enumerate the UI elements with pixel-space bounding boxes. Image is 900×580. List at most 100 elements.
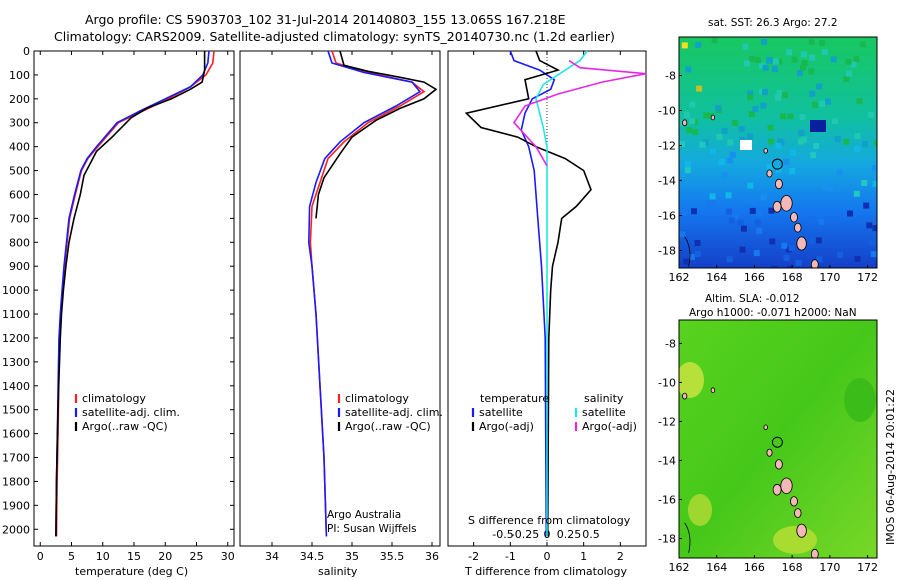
argo-float-marker	[771, 158, 783, 170]
island	[780, 195, 793, 212]
sst-pixel	[854, 256, 861, 262]
sst-pixel	[790, 149, 796, 156]
sst-pixel	[768, 207, 775, 214]
sst-map-panel: sat. SST: 26.3 Argo: 27.2 162 164 166 168 17…	[658, 17, 878, 284]
sla-field	[679, 320, 877, 558]
series-line-temperature-argo-adj-	[464, 50, 592, 537]
sst-pixel	[853, 56, 860, 63]
sst-pixel	[836, 169, 843, 176]
sla-islands	[682, 387, 819, 558]
legend-label: climatology	[82, 392, 146, 405]
lon-tick-label: 168	[782, 561, 803, 574]
legend-label: satellite	[582, 406, 626, 419]
depth-tick-label: 2000	[2, 523, 30, 536]
sst-pixel	[801, 60, 808, 66]
sst-pixel	[815, 237, 822, 244]
figure-title-line1: Argo profile: CS 5903703_102 31-Jul-2014…	[85, 12, 566, 27]
sst-pixel	[789, 168, 796, 174]
sst-pixel	[766, 163, 773, 170]
sst-pixel	[747, 94, 754, 101]
sst-pixel	[780, 113, 786, 120]
lat-tick-label: -14	[658, 175, 676, 188]
salinity-tick-labels: 34 34.5 35 35.5 36	[265, 51, 439, 563]
s-difference-tick-labels: -0.5-0.25 0 0.25 0.5	[492, 528, 599, 541]
sst-pixel	[783, 254, 790, 261]
lon-tick-label: 162	[669, 271, 690, 284]
lat-tick-label: -12	[658, 140, 676, 153]
sst-pixel	[689, 118, 696, 125]
sst-pixel	[846, 70, 852, 77]
s-diff-tick-label: -0.25	[511, 528, 539, 541]
lon-tick-label: 166	[744, 561, 765, 574]
island	[794, 222, 802, 233]
sst-pixel	[832, 118, 838, 125]
sst-pixel	[716, 133, 723, 140]
lat-tick-label: -12	[658, 415, 676, 428]
x-tick-label: 35	[345, 550, 359, 563]
island	[810, 259, 819, 268]
sst-pixel	[825, 98, 831, 105]
sst-pixel	[753, 250, 760, 257]
sst-pixel	[830, 56, 837, 63]
sst-pixel	[726, 256, 733, 263]
sst-pixel	[872, 225, 877, 232]
sst-pixel	[843, 138, 850, 145]
s-diff-tick-label: 0.25	[557, 528, 582, 541]
figure-title-line2: Climatology: CARS2009. Satellite-adjuste…	[54, 29, 615, 44]
depth-tick-label: 700	[9, 212, 30, 225]
sst-pixel	[822, 183, 828, 190]
sst-pixel	[799, 114, 806, 121]
island	[794, 508, 802, 518]
depth-tick-label: 200	[9, 93, 30, 106]
island	[775, 459, 783, 470]
depth-tick-label: 1100	[2, 308, 30, 321]
t-difference-tick-labels: -2 -1 0 1 2	[468, 51, 624, 563]
argo-float-marker	[771, 436, 783, 448]
x-tick-label: 30	[221, 550, 235, 563]
sst-pixel	[853, 190, 860, 197]
sst-pixel	[740, 225, 747, 232]
x-tick-label: 10	[96, 550, 110, 563]
difference-axis-label: T difference from climatology	[464, 565, 627, 578]
imos-timestamp: IMOS 06-Aug-2014 20:01:22	[884, 389, 897, 545]
sst-pixel	[756, 210, 763, 217]
lon-tick-label: 170	[819, 561, 840, 574]
lon-tick-label: 170	[819, 271, 840, 284]
legend-label: satellite	[479, 406, 523, 419]
sst-pixel	[771, 265, 778, 268]
legend-label: satellite-adj. clim.	[82, 406, 180, 419]
depth-tick-label: 500	[9, 165, 30, 178]
sst-pixel	[754, 219, 761, 226]
sst-pixel	[854, 145, 861, 152]
sst-pixel	[732, 120, 739, 126]
sst-pixel	[738, 126, 745, 133]
sst-pixel	[786, 49, 792, 56]
sst-pixel	[787, 113, 794, 120]
sst-cold-patch	[810, 120, 826, 132]
sst-pixel	[737, 219, 744, 226]
salinity-series	[307, 50, 438, 537]
sst-pixel	[810, 152, 817, 159]
sst-pixel	[766, 56, 773, 63]
sla-map-title-line1: Altim. SLA: -0.012	[705, 293, 800, 305]
depth-tick-label: 1000	[2, 284, 30, 297]
sst-pixel	[861, 180, 868, 186]
sst-pixel	[862, 140, 869, 147]
sst-pixel	[742, 43, 749, 50]
sst-pixel	[769, 238, 776, 245]
lat-tick-label: -8	[665, 337, 676, 350]
sst-pixel	[762, 64, 769, 71]
island	[710, 114, 716, 121]
sst-pixel	[767, 124, 774, 131]
lat-tick-label: -10	[658, 105, 676, 118]
x-tick-label: 34.5	[300, 550, 325, 563]
sst-pixel	[800, 136, 807, 143]
sla-map-title-line2: Argo h1000: -0.071 h2000: NaN	[689, 307, 857, 319]
sst-pixel	[747, 182, 754, 189]
bathymetry-contour	[684, 522, 691, 553]
lat-tick-label: -14	[658, 454, 676, 467]
legend-label: Argo(-adj)	[479, 420, 534, 433]
sst-pixel	[748, 111, 755, 118]
island	[780, 477, 793, 495]
